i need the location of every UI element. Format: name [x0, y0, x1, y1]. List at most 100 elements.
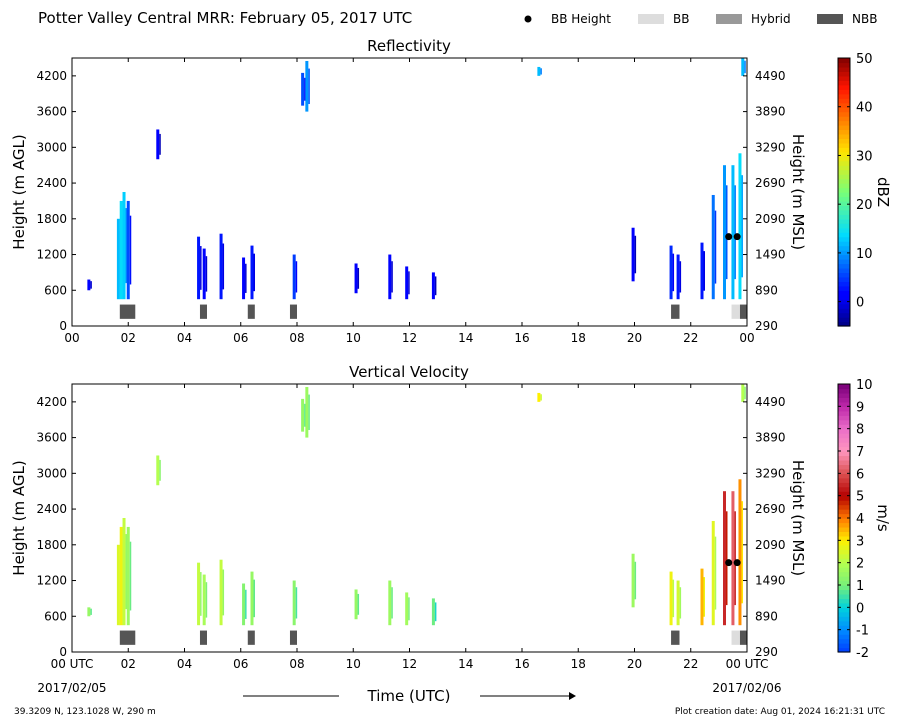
velocity-colorbar-segment — [838, 446, 850, 452]
reflectivity-xtick-label: 02 — [121, 331, 136, 345]
reflectivity-ylabel: Height (m AGL) — [10, 134, 28, 249]
velocity-colorbar-segment — [838, 500, 850, 506]
reflectivity-echo-column — [242, 257, 246, 300]
velocity-colorbar-segment — [838, 638, 850, 644]
reflectivity-colorbar-segment — [838, 209, 850, 215]
reflectivity-echo-fringe — [408, 271, 410, 295]
velocity-colorbar-segment — [838, 558, 850, 564]
reflectivity-colorbar-segment — [838, 58, 850, 64]
reflectivity-ytick-right-label: 290 — [755, 319, 778, 333]
velocity-echo-fringe — [703, 577, 705, 617]
reflectivity-echo-column — [126, 200, 130, 300]
velocity-ytick-label: 4200 — [36, 395, 67, 409]
velocity-echo-column — [711, 520, 715, 626]
reflectivity-colorbar-frame — [837, 57, 851, 327]
time-arrow-head-icon — [569, 692, 576, 700]
reflectivity-echo-column — [301, 72, 305, 106]
velocity-echo-column — [669, 571, 673, 626]
reflectivity-colorbar-tick-label: 10 — [856, 247, 873, 262]
velocity-colorbar-segment — [838, 620, 850, 626]
velocity-colorbar-segment — [838, 428, 850, 434]
velocity-echo-column — [738, 479, 742, 626]
reflectivity-echo-fringe — [205, 256, 208, 292]
velocity-echo-fringe — [540, 394, 542, 401]
reflectivity-colorbar-segment — [838, 263, 850, 269]
velocity-colorbar-segment — [838, 459, 850, 465]
velocity-bb-class-bar — [739, 630, 747, 645]
velocity-echo-column — [431, 598, 435, 626]
velocity-echo-fringe — [726, 511, 728, 606]
velocity-xtick-label: 04 — [177, 657, 192, 671]
velocity-ylabel-right: Height (m MSL) — [789, 460, 807, 576]
velocity-ytick-label: 0 — [59, 645, 67, 659]
reflectivity-colorbar-segment — [838, 227, 850, 233]
reflectivity-ytick-label: 0 — [59, 319, 67, 333]
reflectivity-ytick-label: 1800 — [36, 212, 67, 226]
reflectivity-colorbar-segment — [838, 80, 850, 86]
reflectivity-colorbar-segment — [838, 223, 850, 229]
reflectivity-echo-fringe — [125, 208, 128, 284]
reflectivity-ytick-right-label: 1490 — [755, 248, 786, 262]
reflectivity-echo-column — [202, 248, 206, 300]
reflectivity-colorbar-segment — [838, 276, 850, 282]
velocity-colorbar-segment — [838, 473, 850, 479]
reflectivity-colorbar-tick-label: 20 — [856, 198, 873, 213]
velocity-colorbar-segment — [838, 540, 850, 546]
reflectivity-echo-column — [122, 192, 126, 300]
velocity-colorbar-segment — [838, 451, 850, 457]
reflectivity-colorbar-segment — [838, 133, 850, 139]
legend-nbb-label: NBB — [852, 12, 877, 26]
velocity-colorbar-segment — [838, 384, 850, 390]
velocity-colorbar-segment — [838, 611, 850, 617]
reflectivity-xtick-label: 04 — [177, 331, 192, 345]
velocity-colorbar-segment — [838, 388, 850, 394]
reflectivity-bb-class-bar — [739, 304, 747, 319]
velocity-echo-fringe — [741, 501, 743, 604]
velocity-xtick-label: 08 — [289, 657, 304, 671]
velocity-echo-fringe — [90, 608, 92, 615]
velocity-echo-fringe — [245, 589, 247, 619]
reflectivity-echo-column — [537, 66, 541, 76]
velocity-colorbar-tick-label: 0 — [856, 601, 864, 616]
velocity-colorbar-segment — [838, 442, 850, 448]
velocity-echo-column — [354, 589, 358, 620]
reflectivity-colorbar-segment — [838, 111, 850, 117]
velocity-colorbar-segment — [838, 518, 850, 524]
velocity-colorbar-segment — [838, 629, 850, 635]
reflectivity-colorbar-segment — [838, 317, 850, 323]
legend-bb-height-marker — [524, 15, 532, 23]
reflectivity-colorbar-label: dBZ — [874, 177, 892, 207]
reflectivity-colorbar-segment — [838, 254, 850, 260]
velocity-colorbar-segment — [838, 549, 850, 555]
velocity-echo-fringe — [679, 587, 682, 619]
reflectivity-bb-class-bar — [199, 304, 207, 319]
velocity-echo-column — [219, 559, 223, 626]
velocity-colorbar-segment — [838, 455, 850, 461]
legend-hybrid-label: Hybrid — [751, 12, 791, 26]
velocity-colorbar-segment — [838, 397, 850, 403]
velocity-colorbar-segment — [838, 589, 850, 595]
velocity-colorbar-segment — [838, 522, 850, 528]
reflectivity-echo-column — [354, 263, 358, 294]
velocity-colorbar-segment — [838, 567, 850, 573]
velocity-xtick-label: 20 — [627, 657, 642, 671]
velocity-colorbar-segment — [838, 491, 850, 497]
velocity-colorbar-segment — [838, 513, 850, 519]
reflectivity-colorbar-tick-label: 30 — [856, 149, 873, 164]
velocity-colorbar-segment — [838, 598, 850, 604]
velocity-colorbar-segment — [838, 602, 850, 608]
reflectivity-colorbar-segment — [838, 174, 850, 180]
velocity-echo-column — [631, 553, 635, 608]
velocity-echo-column — [116, 544, 120, 626]
reflectivity-bb-height-point — [733, 233, 741, 241]
reflectivity-colorbar-segment — [838, 259, 850, 265]
reflectivity-colorbar-segment — [838, 290, 850, 296]
velocity-xtick-label: 02 — [121, 657, 136, 671]
velocity-echo-column — [731, 491, 735, 626]
reflectivity-echo-fringe — [222, 243, 225, 290]
reflectivity-xtick-label: 06 — [233, 331, 248, 345]
reflectivity-echo-fringe — [634, 235, 637, 274]
reflectivity-bb-height-point — [725, 233, 733, 241]
velocity-ytick-label: 2400 — [36, 502, 67, 516]
velocity-bb-class-bar — [289, 630, 297, 645]
